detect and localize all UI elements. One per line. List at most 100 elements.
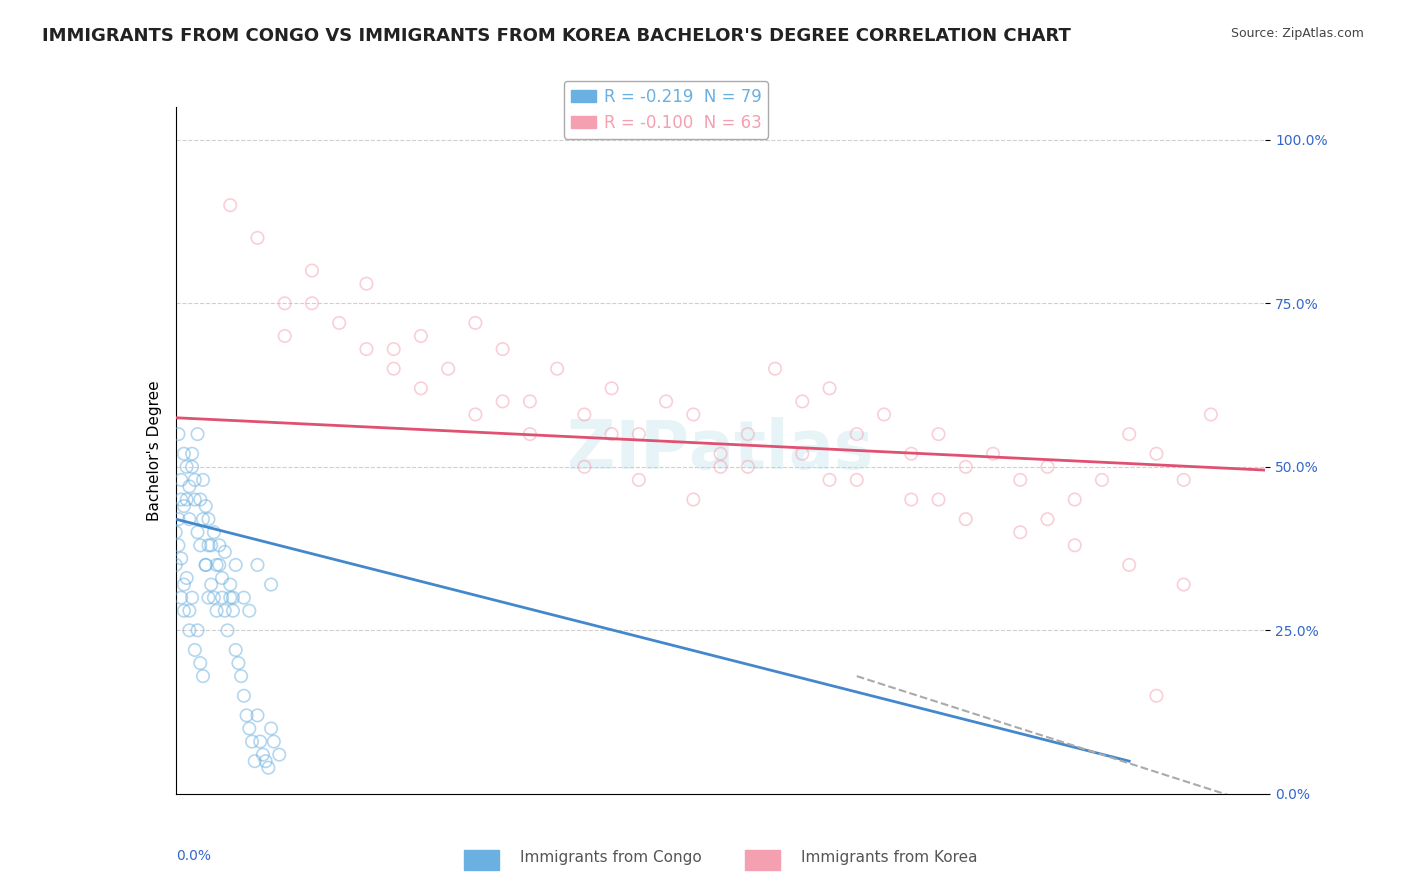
Point [186, 525, 209, 540]
Point [955, 512, 977, 526]
Point [1010, 525, 1032, 540]
Point [225, 643, 247, 657]
Point [228, 656, 250, 670]
Point [194, 558, 217, 572]
Point [170, 473, 193, 487]
Point [928, 427, 950, 442]
Point [546, 361, 568, 376]
Point [1010, 473, 1032, 487]
Point [200, 577, 222, 591]
Point [167, 512, 190, 526]
Point [574, 408, 596, 422]
Point [464, 316, 486, 330]
Point [763, 361, 786, 376]
Point [176, 571, 198, 585]
Point [170, 551, 193, 566]
Point [179, 479, 201, 493]
Point [254, 754, 277, 768]
Point [211, 591, 233, 605]
Point [173, 499, 195, 513]
Point [900, 447, 922, 461]
Point [845, 427, 868, 442]
Point [246, 708, 269, 723]
Point [845, 473, 868, 487]
Point [173, 604, 195, 618]
Point [197, 538, 219, 552]
Point [574, 459, 596, 474]
Point [257, 761, 280, 775]
Point [382, 342, 405, 356]
Point [165, 525, 187, 540]
Point [263, 734, 285, 748]
Point [232, 591, 254, 605]
Point [222, 604, 245, 618]
Point [179, 624, 201, 638]
Point [1173, 473, 1195, 487]
Point [356, 342, 378, 356]
Point [184, 643, 207, 657]
Point [1144, 689, 1167, 703]
Point [167, 427, 190, 442]
Point [208, 558, 231, 572]
Point [214, 545, 236, 559]
Point [173, 577, 195, 591]
Point [219, 198, 242, 212]
Point [179, 512, 201, 526]
Point [1036, 512, 1059, 526]
Point [955, 459, 977, 474]
Point [222, 591, 245, 605]
Point [519, 427, 541, 442]
Point [1144, 447, 1167, 461]
Point [246, 558, 269, 572]
Point [205, 558, 228, 572]
Point [269, 747, 291, 762]
Point [1118, 427, 1140, 442]
Text: 0.0%: 0.0% [176, 849, 211, 863]
Text: ZIP​atlas: ZIP​atlas [568, 417, 873, 483]
Point [235, 708, 257, 723]
Point [211, 571, 233, 585]
Point [181, 591, 204, 605]
Point [186, 624, 209, 638]
Point [173, 447, 195, 461]
Point [737, 459, 759, 474]
Point [710, 459, 733, 474]
Point [301, 296, 323, 310]
Point [252, 747, 274, 762]
Point [184, 473, 207, 487]
Point [260, 577, 283, 591]
Point [274, 329, 297, 343]
Point [682, 492, 704, 507]
Legend: R = -0.219  N = 79, R = -0.100  N = 63: R = -0.219 N = 79, R = -0.100 N = 63 [564, 81, 768, 138]
Point [792, 394, 814, 409]
Text: Immigrants from Congo: Immigrants from Congo [520, 850, 702, 865]
Point [243, 754, 266, 768]
Point [170, 492, 193, 507]
Point [519, 394, 541, 409]
Point [231, 669, 253, 683]
Point [188, 492, 211, 507]
Point [217, 624, 239, 638]
Point [710, 447, 733, 461]
Point [191, 512, 214, 526]
Point [409, 329, 432, 343]
Point [928, 492, 950, 507]
Point [627, 427, 650, 442]
Text: Immigrants from Korea: Immigrants from Korea [801, 850, 979, 865]
Point [208, 538, 231, 552]
Point [186, 427, 209, 442]
Point [900, 492, 922, 507]
Point [219, 577, 242, 591]
Point [184, 492, 207, 507]
Point [260, 722, 283, 736]
Point [737, 427, 759, 442]
Point [600, 427, 623, 442]
Point [627, 473, 650, 487]
Point [1118, 558, 1140, 572]
Point [202, 591, 225, 605]
Point [176, 459, 198, 474]
Point [238, 722, 260, 736]
Point [818, 473, 841, 487]
Point [194, 499, 217, 513]
Point [682, 408, 704, 422]
